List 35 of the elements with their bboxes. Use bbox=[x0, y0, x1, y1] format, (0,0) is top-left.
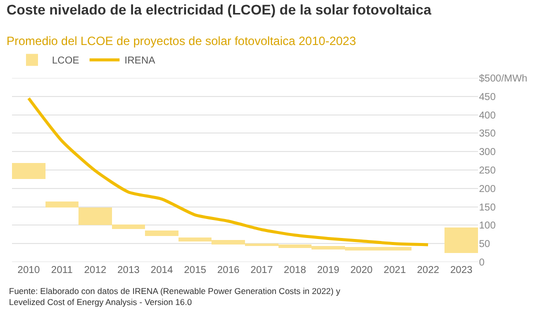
x-tick-label: 2013 bbox=[117, 265, 140, 276]
x-tick-label: 2019 bbox=[317, 265, 340, 276]
source-note: Fuente: Elaborado con datos de IRENA (Renewable Power Generation Costs in 2022) y Levelized Cost of Energy Analysis - Version 16.0 bbox=[9, 286, 341, 308]
x-tick-label: 2017 bbox=[250, 265, 274, 276]
bar bbox=[45, 201, 79, 208]
x-tick-label: 2015 bbox=[184, 265, 207, 276]
x-tick-label: 2014 bbox=[150, 265, 174, 276]
x-tick-label: 2023 bbox=[450, 265, 473, 276]
x-tick-label: 2011 bbox=[51, 265, 74, 276]
y-tick-label: 450 bbox=[479, 92, 496, 103]
y-tick-label: $500/MWh bbox=[479, 74, 528, 84]
chart-subtitle: Promedio del LCOE de proyectos de solar fotovoltaica 2010-2023 bbox=[6, 34, 356, 48]
x-tick-label: 2012 bbox=[84, 265, 107, 276]
y-tick-label: 200 bbox=[479, 184, 496, 195]
x-tick-label: 2020 bbox=[350, 265, 374, 276]
bar bbox=[12, 163, 46, 179]
chart-title: Coste nivelado de la electricidad (LCOE) de la solar fotovoltaica bbox=[6, 2, 432, 18]
y-tick-label: 50 bbox=[479, 239, 491, 250]
bar bbox=[444, 227, 478, 254]
y-tick-label: 100 bbox=[479, 220, 496, 232]
y-tick-label: 150 bbox=[479, 202, 496, 214]
y-tick-label: 300 bbox=[479, 147, 496, 158]
legend-label: IRENA bbox=[124, 56, 156, 67]
x-tick-label: 2016 bbox=[217, 265, 240, 276]
bar bbox=[145, 230, 178, 236]
x-tick-label: 2021 bbox=[384, 265, 406, 276]
line-series bbox=[27, 96, 430, 246]
x-tick-label: 2010 bbox=[18, 265, 40, 276]
y-tick-label: 350 bbox=[479, 128, 496, 140]
x-tick-label: 2022 bbox=[416, 265, 440, 276]
x-tick-label: 2018 bbox=[284, 265, 306, 276]
y-tick-label: 250 bbox=[479, 166, 496, 176]
legend-label: LCOE bbox=[52, 56, 80, 67]
y-tick-label: 0 bbox=[479, 258, 485, 268]
y-tick-label: 400 bbox=[479, 110, 496, 122]
